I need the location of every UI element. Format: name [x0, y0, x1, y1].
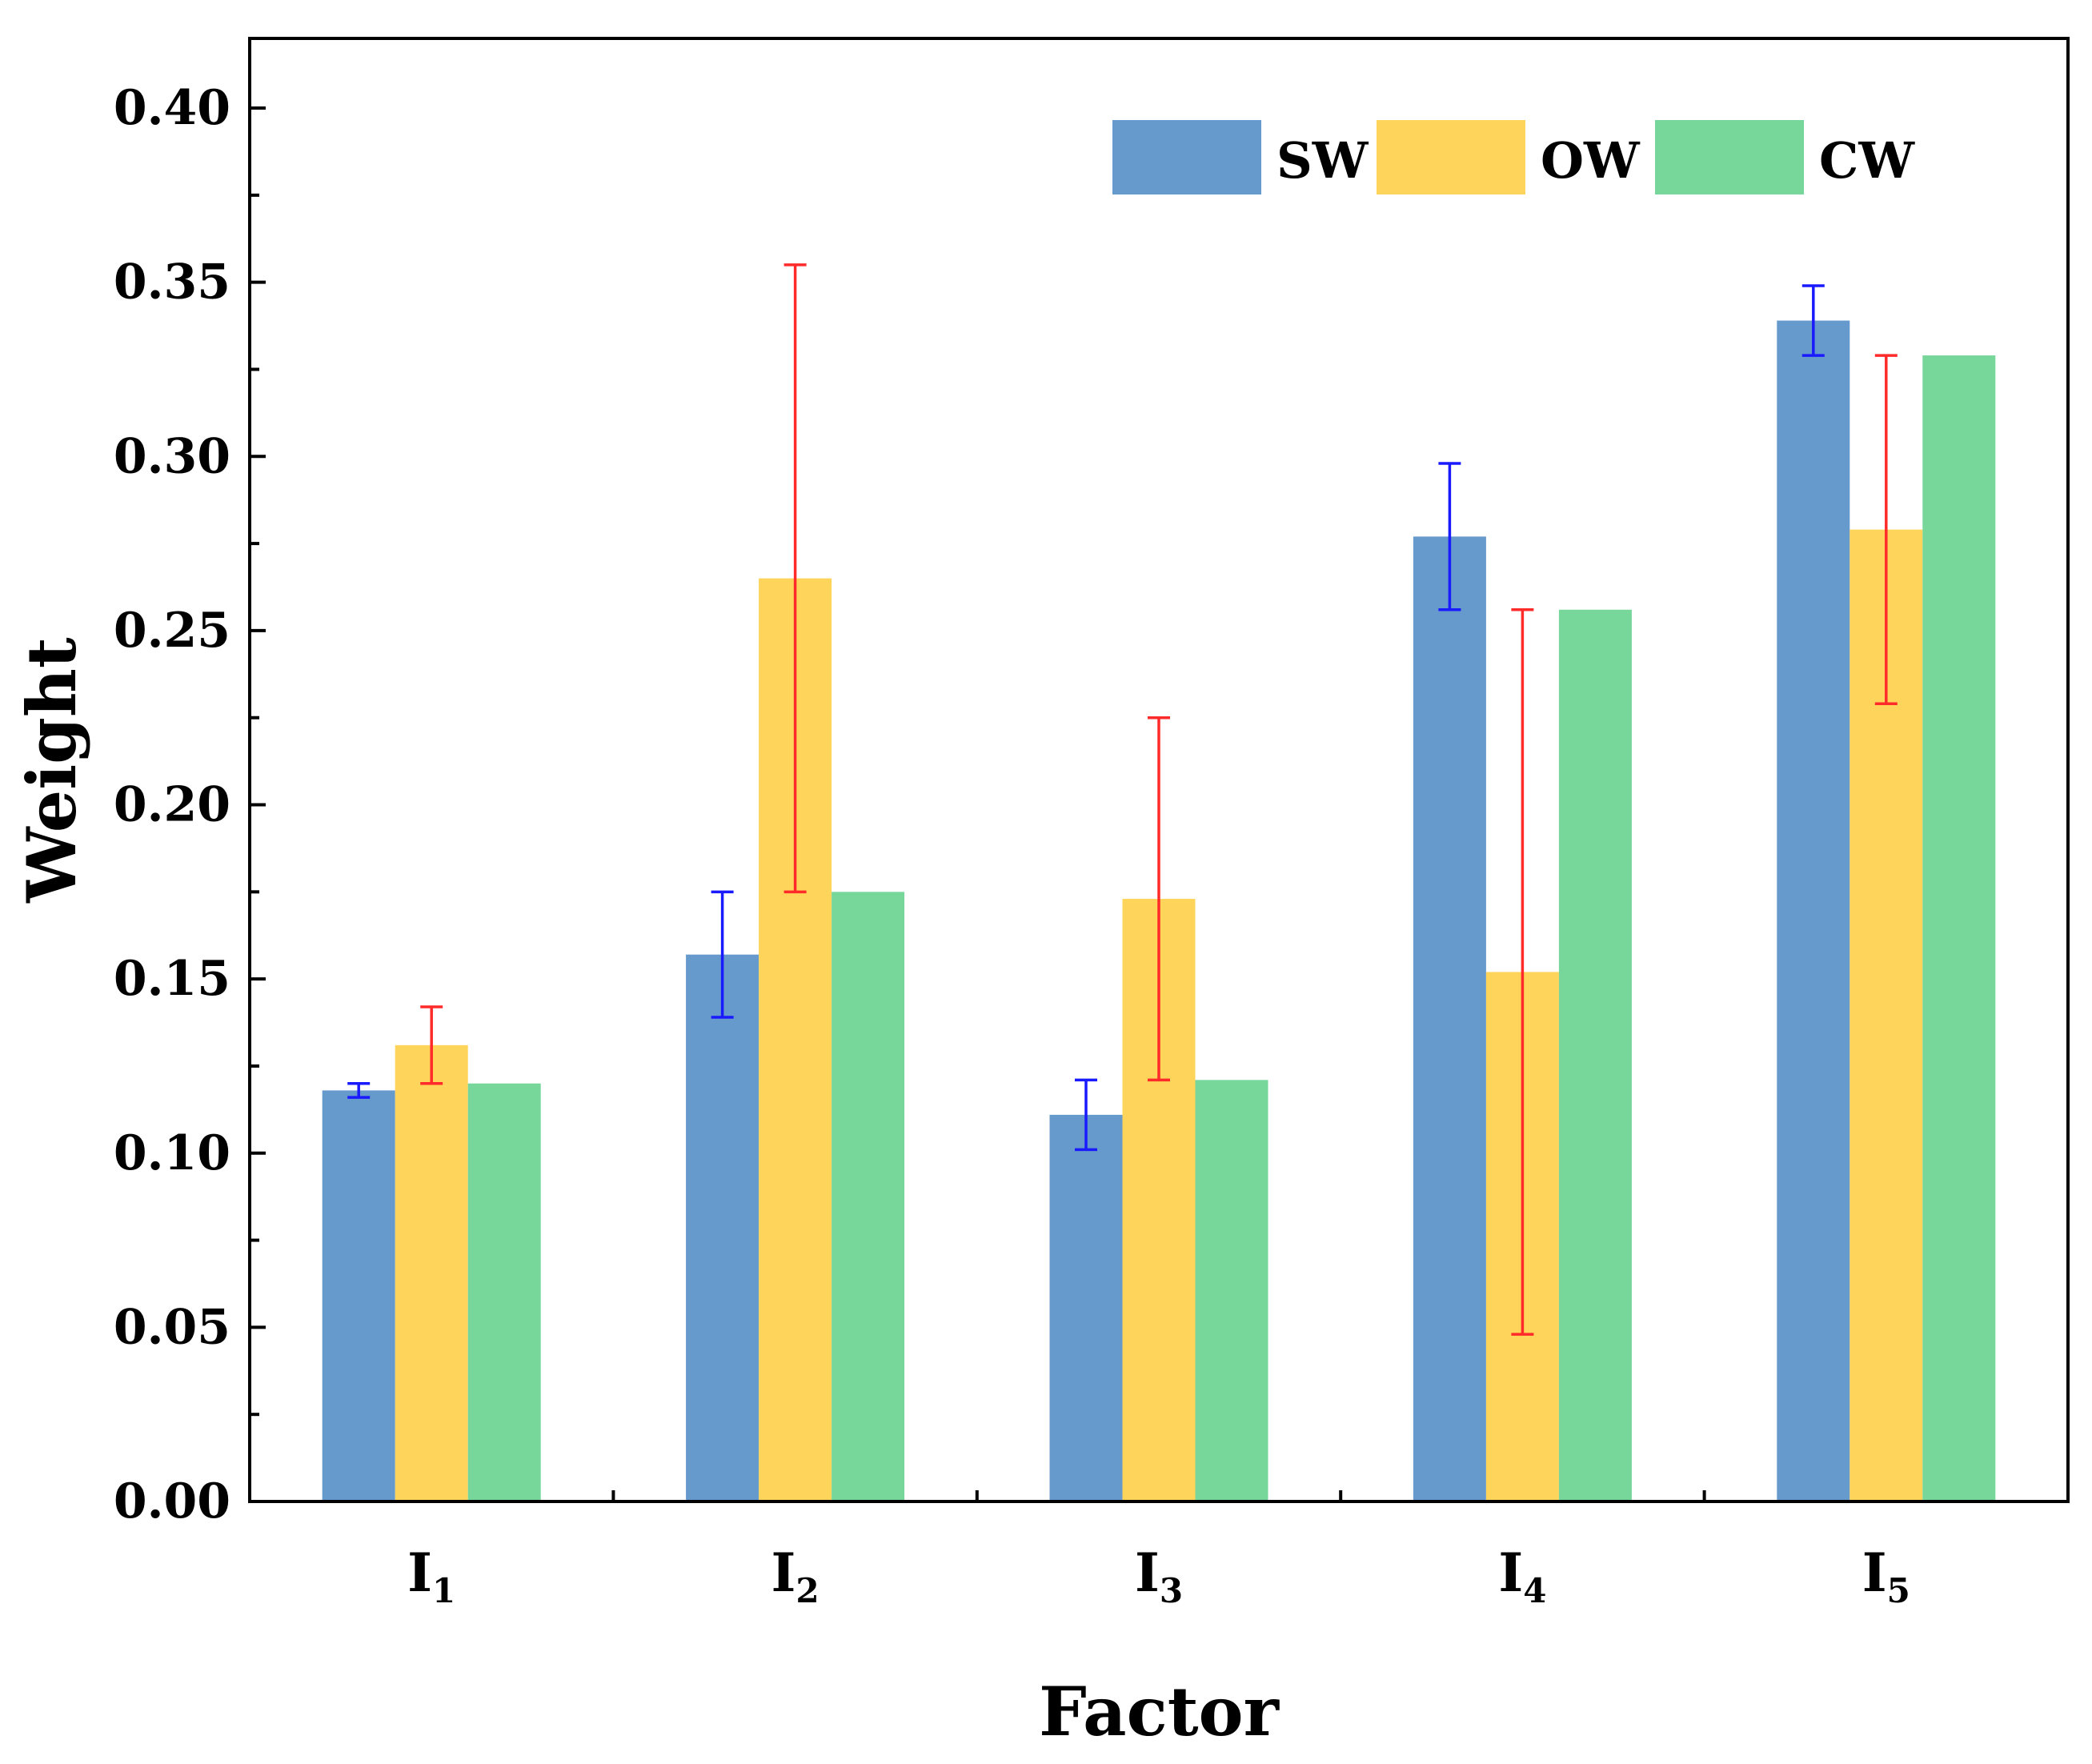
y-tick-label: 0.20: [114, 777, 230, 833]
legend-swatch-cw: [1655, 120, 1804, 194]
x-tick-label: I1: [407, 1541, 455, 1610]
legend-label-sw: SW: [1276, 131, 1369, 190]
bars-layer: [322, 320, 1996, 1502]
x-tick-label: I3: [1135, 1541, 1183, 1610]
bar-sw: [1413, 536, 1486, 1501]
bar-sw: [1049, 1114, 1123, 1501]
x-tick-label-main: I: [1862, 1541, 1887, 1604]
bar-sw: [686, 954, 759, 1501]
legend-swatch-sw: [1112, 120, 1261, 194]
bar-cw: [1922, 355, 1996, 1502]
bar-cw: [1195, 1080, 1268, 1501]
y-tick-label: 0.35: [114, 255, 230, 311]
error-bars-layer: [347, 263, 1898, 1336]
legend-swatch-ow: [1377, 120, 1525, 194]
y-tick-label: 0.15: [114, 951, 230, 1007]
x-tick-label-main: I: [771, 1541, 796, 1604]
y-tick-label: 0.00: [114, 1473, 230, 1529]
y-tick-label: 0.10: [114, 1125, 230, 1181]
x-tick-label-subscript: 5: [1887, 1571, 1910, 1610]
x-tick-label-main: I: [407, 1541, 432, 1604]
x-tick-label-subscript: 4: [1523, 1571, 1546, 1610]
bar-sw: [1777, 320, 1850, 1501]
y-tick-label: 0.05: [114, 1299, 230, 1355]
bar-cw: [467, 1083, 541, 1501]
legend-label-cw: CW: [1819, 131, 1915, 190]
x-tick-label-subscript: 2: [796, 1571, 819, 1610]
bar-cw: [832, 892, 905, 1501]
x-tick-label: I5: [1862, 1541, 1910, 1610]
legend-label-ow: OW: [1541, 131, 1641, 190]
y-tick-label: 0.25: [114, 603, 230, 659]
x-tick-label-main: I: [1498, 1541, 1523, 1604]
bar-ow: [395, 1044, 468, 1501]
legend: SW OW CW: [1112, 120, 1915, 194]
y-axis-ticks: 0.00 0.05 0.10 0.15 0.20 0.25 0.30 0.35 0.40: [114, 80, 266, 1529]
bar-cw: [1558, 609, 1632, 1501]
y-tick-label: 0.40: [114, 80, 230, 136]
x-tick-label-main: I: [1135, 1541, 1160, 1604]
x-tick-label-subscript: 3: [1160, 1571, 1183, 1610]
x-tick-label-subscript: 1: [432, 1571, 455, 1610]
y-tick-label: 0.30: [114, 428, 230, 484]
x-axis-ticks: I1 I2 I3 I4 I5: [407, 1490, 1910, 1610]
x-tick-label: I4: [1498, 1541, 1546, 1610]
x-axis-label: Factor: [1039, 1672, 1280, 1751]
bar-sw: [322, 1090, 395, 1501]
plot-frame: [248, 37, 2070, 1503]
y-axis-label: Weight: [12, 637, 91, 904]
x-tick-label: I2: [771, 1541, 820, 1610]
